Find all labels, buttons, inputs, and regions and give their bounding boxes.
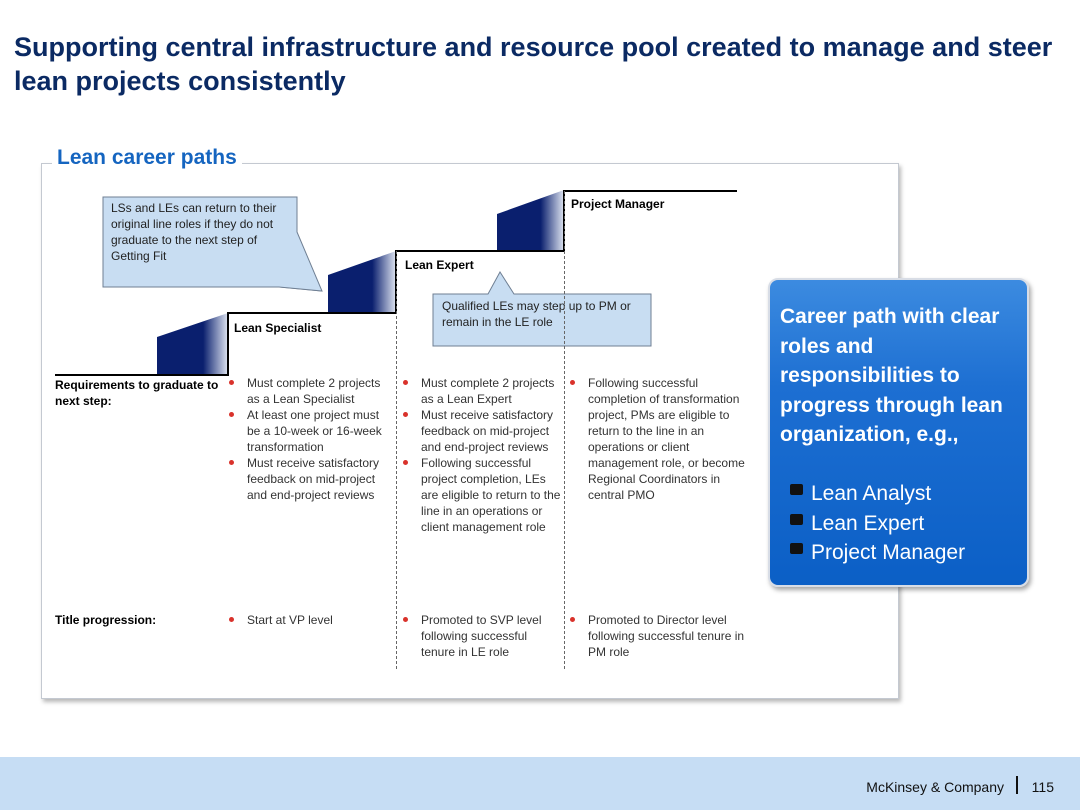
list-item: Start at VP level bbox=[227, 612, 392, 628]
callout-return-text: LSs and LEs can return to their original… bbox=[111, 201, 277, 263]
panel-title: Lean career paths bbox=[52, 146, 242, 170]
list-item: Promoted to SVP level following successf… bbox=[401, 612, 564, 660]
summary-item: Lean Analyst bbox=[788, 479, 965, 509]
list-item: Must complete 2 projects as a Lean Speci… bbox=[227, 375, 392, 407]
footer-divider bbox=[1016, 776, 1018, 794]
career-path-summary-box: Career path with clear roles and respons… bbox=[768, 278, 1029, 587]
step-label-project-manager: Project Manager bbox=[571, 197, 665, 211]
list-item: Must complete 2 projects as a Lean Exper… bbox=[401, 375, 564, 407]
square-bullet-icon bbox=[790, 543, 803, 554]
list-item: Following successful project completion,… bbox=[401, 455, 564, 535]
column-divider-1 bbox=[396, 251, 397, 669]
requirements-row-label: Requirements to graduate to next step: bbox=[55, 378, 219, 408]
requirements-specialist: Must complete 2 projects as a Lean Speci… bbox=[227, 375, 392, 503]
footer-bar: McKinsey & Company 115 bbox=[0, 757, 1080, 810]
square-bullet-icon bbox=[790, 484, 803, 495]
square-bullet-icon bbox=[790, 513, 803, 525]
step-label-lean-expert: Lean Expert bbox=[405, 258, 474, 272]
slide-title: Supporting central infrastructure and re… bbox=[14, 32, 1053, 96]
step-riser-1 bbox=[157, 313, 228, 375]
requirements-pm: Following successful completion of trans… bbox=[568, 375, 758, 503]
list-item: Must receive satisfactory feedback on mi… bbox=[227, 455, 392, 503]
list-item: Promoted to Director level following suc… bbox=[568, 612, 758, 660]
summary-item: Lean Expert bbox=[788, 509, 965, 539]
title-row-label: Title progression: bbox=[55, 613, 157, 627]
summary-heading: Career path with clear roles and respons… bbox=[780, 305, 1003, 446]
callout-pm-text: Qualified LEs may step up to PM or remai… bbox=[442, 299, 631, 329]
page-number: 115 bbox=[1031, 779, 1054, 795]
list-item: Following successful completion of trans… bbox=[568, 375, 758, 503]
title-specialist: Start at VP level bbox=[227, 612, 392, 628]
column-divider-2 bbox=[564, 191, 565, 669]
title-pm: Promoted to Director level following suc… bbox=[568, 612, 758, 660]
callout-pm-box bbox=[432, 271, 652, 347]
list-item: At least one project must be a 10-week o… bbox=[227, 407, 392, 455]
title-expert: Promoted to SVP level following successf… bbox=[401, 612, 564, 660]
step-riser-2 bbox=[328, 251, 396, 313]
step-label-lean-specialist: Lean Specialist bbox=[234, 321, 322, 335]
list-item: Must receive satisfactory feedback on mi… bbox=[401, 407, 564, 455]
step-riser-3 bbox=[497, 190, 564, 251]
summary-item: Project Manager bbox=[788, 538, 965, 568]
company-name: McKinsey & Company bbox=[866, 779, 1004, 795]
requirements-expert: Must complete 2 projects as a Lean Exper… bbox=[401, 375, 564, 535]
